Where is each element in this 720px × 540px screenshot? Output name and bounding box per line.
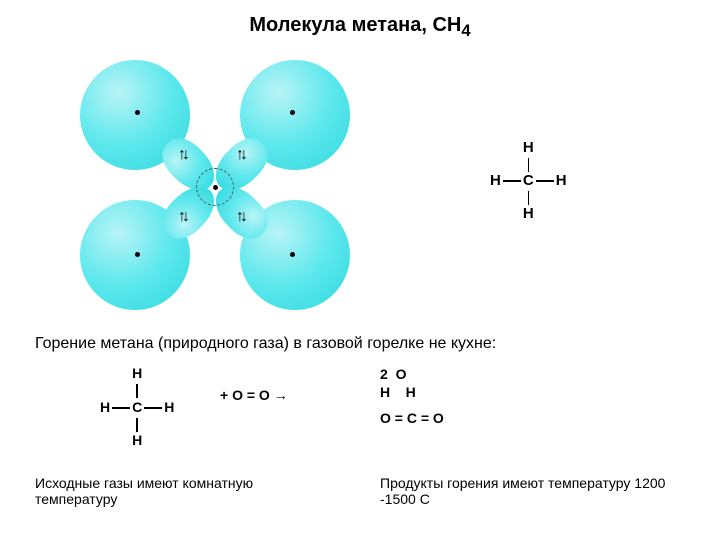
combustion-subtitle: Горение метана (природного газа) в газов… — [35, 335, 496, 353]
electron-dot — [135, 252, 140, 257]
structural-formula: H HCH H — [490, 140, 567, 223]
reagent-methane: H HCH H — [100, 365, 174, 449]
sf-bond-v — [490, 190, 567, 207]
electron-dot-center — [213, 185, 218, 190]
title-subscript: 4 — [461, 21, 470, 40]
spin-pair-icon: ↑↓ — [236, 208, 244, 226]
product-water-o: 2 O — [380, 365, 444, 383]
sf-row-mid: HCH — [490, 173, 567, 190]
product-co2: O = C = O — [380, 409, 444, 427]
product-water-h: H H — [380, 383, 444, 401]
plus-oxygen: + O = O → — [220, 387, 288, 403]
title-text: Молекула метана, CH — [249, 14, 461, 36]
electron-dot — [290, 252, 295, 257]
spin-pair-icon: ↑↓ — [178, 146, 186, 164]
spin-pair-icon: ↑↓ — [236, 146, 244, 164]
spin-pair-icon: ↑↓ — [178, 208, 186, 226]
caption-products: Продукты горения имеют температуру 1200 … — [380, 475, 690, 507]
electron-dot — [290, 110, 295, 115]
electron-dot — [135, 110, 140, 115]
orbital-diagram: ↑↓ ↑↓ ↑↓ ↑↓ — [80, 60, 380, 310]
sf-row-top: H — [490, 140, 567, 157]
sf-bond-v — [490, 157, 567, 174]
sf-row-bot: H — [490, 206, 567, 223]
reaction-products: 2 O H H O = C = O — [380, 365, 444, 428]
page-title: Молекула метана, CH4 — [0, 14, 720, 41]
caption-reagents: Исходные газы имеют комнатную температур… — [35, 475, 315, 507]
